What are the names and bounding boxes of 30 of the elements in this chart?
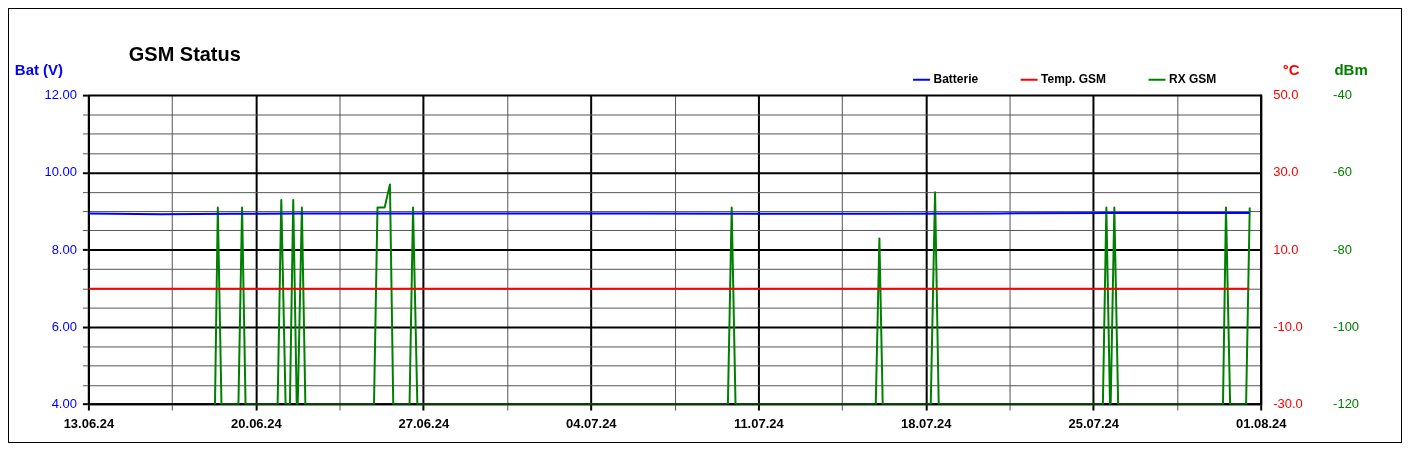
- y-tick-label: 8.00: [51, 241, 77, 257]
- y-axis-title: Bat (V): [14, 60, 64, 78]
- y3-tick-label: -80: [1333, 241, 1352, 257]
- legend-label: Batterie: [933, 71, 979, 86]
- x-tick-label: 25.07.24: [1068, 415, 1120, 431]
- legend-label: RX GSM: [1169, 71, 1217, 86]
- y2-tick-label: -30.0: [1273, 396, 1303, 412]
- x-tick-label: 01.08.24: [1235, 415, 1288, 431]
- y2-tick-label: 10.0: [1273, 241, 1299, 257]
- y3-tick-label: -40: [1333, 87, 1352, 103]
- x-tick-label: 04.07.24: [566, 415, 618, 431]
- legend-label: Temp. GSM: [1041, 71, 1107, 86]
- y3-tick-label: -100: [1333, 318, 1360, 334]
- y2-axis-title: °C: [1282, 60, 1300, 78]
- y3-axis-title: dBm: [1334, 60, 1368, 78]
- x-tick-label: 20.06.24: [231, 415, 283, 431]
- chart-title: GSM Status: [128, 42, 241, 65]
- y3-tick-label: -120: [1333, 396, 1360, 412]
- y3-tick-label: -60: [1333, 164, 1352, 180]
- x-tick-label: 13.06.24: [63, 415, 115, 431]
- x-tick-label: 11.07.24: [733, 415, 785, 431]
- y2-tick-label: -10.0: [1273, 318, 1303, 334]
- y-tick-label: 10.00: [44, 164, 77, 180]
- y-tick-label: 4.00: [51, 396, 77, 412]
- y2-tick-label: 30.0: [1273, 164, 1299, 180]
- x-tick-label: 18.07.24: [901, 415, 953, 431]
- y-tick-label: 6.00: [51, 318, 77, 334]
- y-tick-label: 12.00: [44, 87, 77, 103]
- y2-tick-label: 50.0: [1273, 87, 1299, 103]
- x-tick-label: 27.06.24: [398, 415, 450, 431]
